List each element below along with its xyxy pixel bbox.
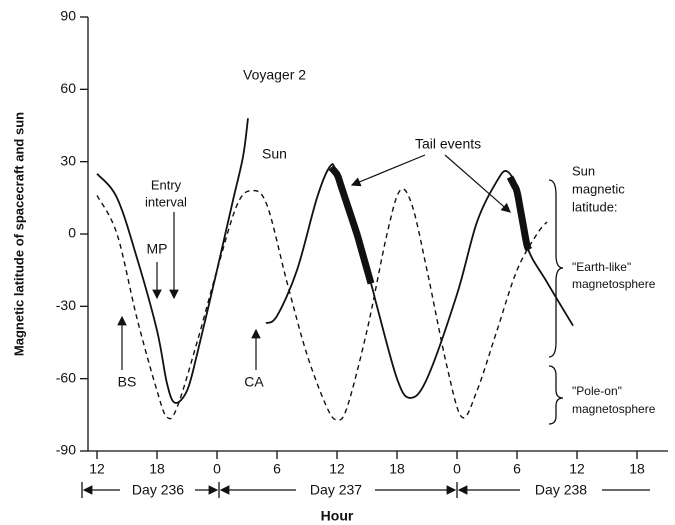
x-tick-label: 12 [329, 461, 345, 477]
series-label: Voyager 2 [243, 67, 306, 83]
annotation: magnetic [572, 181, 625, 196]
x-tick-label: 6 [273, 461, 281, 477]
x-tick-label: 18 [149, 461, 165, 477]
y-tick-label: -60 [56, 369, 76, 385]
series-line [96, 188, 548, 421]
series-line [96, 118, 249, 404]
arrow [444, 154, 511, 213]
annotation: latitude: [572, 199, 618, 214]
annotation: BS [118, 374, 137, 390]
annotation: Sun [572, 163, 595, 178]
y-tick-label: -30 [56, 297, 76, 313]
x-tick-label: 0 [213, 461, 221, 477]
annotation: CA [244, 374, 264, 390]
arrow [350, 154, 426, 187]
x-tick-label: 0 [453, 461, 461, 477]
series-label: Sun [262, 146, 287, 162]
day-label: Day 238 [535, 482, 587, 498]
annotation: magnetosphere [572, 277, 656, 291]
y-tick-label: 60 [60, 80, 76, 96]
annotation: "Earth-like" [572, 260, 631, 274]
series-line [265, 163, 574, 399]
annotation: magnetosphere [572, 402, 656, 416]
annotation: Tail events [415, 136, 481, 152]
x-tick-label: 6 [513, 461, 521, 477]
y-tick-label: 90 [60, 8, 76, 24]
annotation: interval [145, 194, 187, 209]
x-tick-label: 12 [89, 461, 105, 477]
annotation: "Pole-on" [572, 384, 622, 398]
brace [548, 365, 564, 425]
annotation: MP [147, 241, 168, 257]
x-axis-label: Hour [321, 508, 354, 524]
brace [548, 179, 564, 358]
x-tick-label: 18 [629, 461, 645, 477]
y-tick-label: -90 [56, 442, 76, 458]
day-label: Day 237 [310, 482, 362, 498]
y-axis-label: Magnetic latitude of spacecraft and sun [11, 112, 26, 356]
annotation: Entry [151, 177, 182, 192]
tail-event [328, 165, 375, 285]
day-label: Day 236 [132, 482, 184, 498]
x-tick-label: 12 [569, 461, 585, 477]
tail-event [506, 175, 533, 252]
y-tick-label: 0 [68, 225, 76, 241]
y-tick-label: 30 [60, 152, 76, 168]
x-tick-label: 18 [389, 461, 405, 477]
